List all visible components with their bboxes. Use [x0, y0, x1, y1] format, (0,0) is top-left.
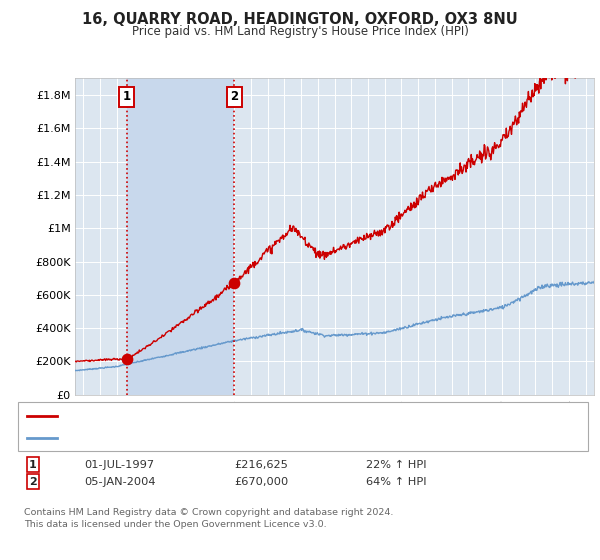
- Text: 2: 2: [29, 477, 37, 487]
- Text: £670,000: £670,000: [234, 477, 288, 487]
- Text: 64% ↑ HPI: 64% ↑ HPI: [366, 477, 427, 487]
- Point: [230, 279, 239, 288]
- Text: 1: 1: [29, 460, 37, 470]
- Bar: [127, 78, 235, 395]
- Text: 1: 1: [122, 90, 131, 104]
- Text: 2: 2: [230, 90, 238, 104]
- Text: 01-JUL-1997: 01-JUL-1997: [84, 460, 154, 470]
- Text: 16, QUARRY ROAD, HEADINGTON, OXFORD, OX3 8NU (detached house): 16, QUARRY ROAD, HEADINGTON, OXFORD, OX3…: [63, 411, 454, 421]
- Text: 05-JAN-2004: 05-JAN-2004: [84, 477, 155, 487]
- Text: Price paid vs. HM Land Registry's House Price Index (HPI): Price paid vs. HM Land Registry's House …: [131, 25, 469, 38]
- Text: Contains HM Land Registry data © Crown copyright and database right 2024.
This d: Contains HM Land Registry data © Crown c…: [24, 508, 394, 529]
- Text: 16, QUARRY ROAD, HEADINGTON, OXFORD, OX3 8NU: 16, QUARRY ROAD, HEADINGTON, OXFORD, OX3…: [82, 12, 518, 27]
- Text: 22% ↑ HPI: 22% ↑ HPI: [366, 460, 427, 470]
- Point: [122, 354, 131, 363]
- Text: HPI: Average price, detached house, Oxford: HPI: Average price, detached house, Oxfo…: [63, 433, 302, 444]
- Text: £216,625: £216,625: [234, 460, 288, 470]
